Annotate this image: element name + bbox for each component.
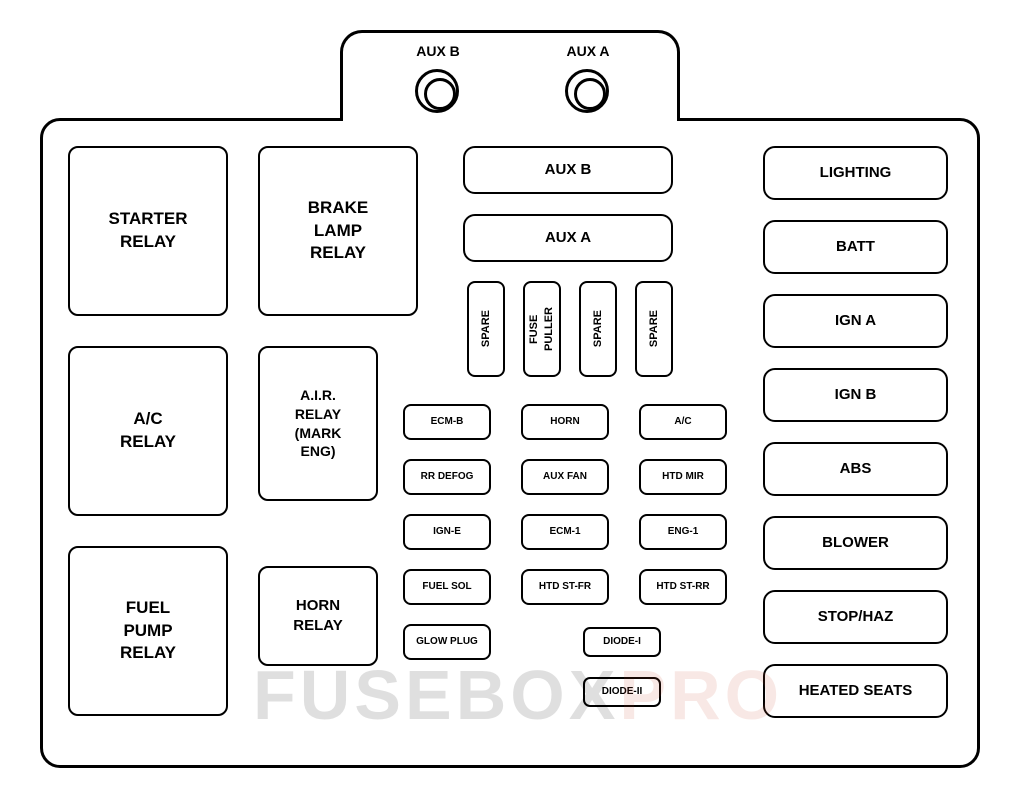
tab-join-mask: [343, 115, 677, 123]
fuse-aux-a: AUX A: [463, 214, 673, 262]
fuse-abs: ABS: [763, 442, 948, 496]
fuse-ecm-1: ECM-1: [521, 514, 609, 550]
fuse-ign-a: IGN A: [763, 294, 948, 348]
fuse-htd-mir: HTD MIR: [639, 459, 727, 495]
relay-ac: A/CRELAY: [68, 346, 228, 516]
fuse-ecm-b: ECM-B: [403, 404, 491, 440]
fuse-ign-b: IGN B: [763, 368, 948, 422]
fuse-horn: HORN: [521, 404, 609, 440]
stud-aux-b: [415, 69, 459, 113]
relay-starter: STARTERRELAY: [68, 146, 228, 316]
relay-fuel-pump: FUELPUMPRELAY: [68, 546, 228, 716]
stud-label-aux-a: AUX A: [558, 43, 618, 59]
stud-label-aux-b: AUX B: [408, 43, 468, 59]
relay-brake-lamp: BRAKELAMPRELAY: [258, 146, 418, 316]
top-tab: AUX B AUX A: [340, 30, 680, 120]
fuse-aux-fan: AUX FAN: [521, 459, 609, 495]
fuse-spare-1: SPARE: [467, 281, 505, 377]
fuse-rr-defog: RR DEFOG: [403, 459, 491, 495]
fuse-eng-1: ENG-1: [639, 514, 727, 550]
fuse-lighting: LIGHTING: [763, 146, 948, 200]
stud-aux-a: [565, 69, 609, 113]
relay-air: A.I.R.RELAY(MARKENG): [258, 346, 378, 501]
fuse-htd-st-rr: HTD ST-RR: [639, 569, 727, 605]
fusebox-diagram: AUX B AUX A STARTERRELAY A/CRELAY FUELPU…: [40, 30, 980, 770]
watermark: FUSEBOXPRO: [253, 655, 783, 735]
fuse-ign-e: IGN-E: [403, 514, 491, 550]
fuse-blower: BLOWER: [763, 516, 948, 570]
fuse-aux-b: AUX B: [463, 146, 673, 194]
fuse-batt: BATT: [763, 220, 948, 274]
fuse-ac: A/C: [639, 404, 727, 440]
relay-horn: HORNRELAY: [258, 566, 378, 666]
fuse-puller: FUSEPULLER: [523, 281, 561, 377]
fuse-spare-2: SPARE: [579, 281, 617, 377]
diode-1: DIODE-I: [583, 627, 661, 657]
fuse-stop-haz: STOP/HAZ: [763, 590, 948, 644]
fuse-heated-seats: HEATED SEATS: [763, 664, 948, 718]
fuse-spare-3: SPARE: [635, 281, 673, 377]
fuse-htd-st-fr: HTD ST-FR: [521, 569, 609, 605]
main-panel: STARTERRELAY A/CRELAY FUELPUMPRELAY BRAK…: [40, 118, 980, 768]
fuse-fuel-sol: FUEL SOL: [403, 569, 491, 605]
